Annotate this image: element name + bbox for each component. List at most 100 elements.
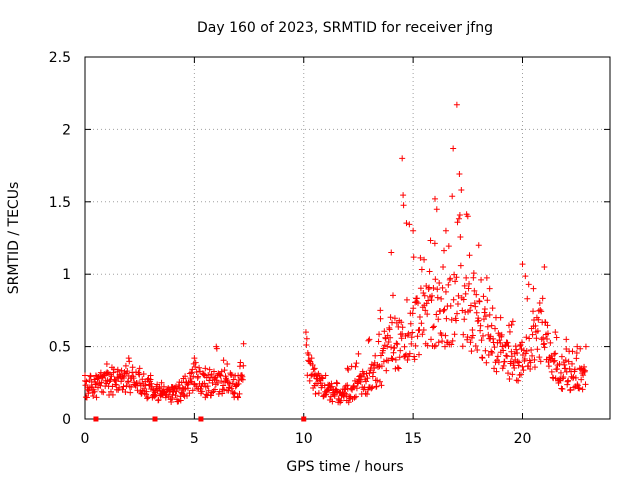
data-point — [441, 306, 448, 313]
data-point — [403, 296, 410, 303]
data-point — [98, 388, 105, 395]
data-point — [501, 358, 508, 365]
data-point — [305, 351, 312, 358]
data-point — [399, 330, 406, 337]
data-point — [228, 385, 235, 392]
data-point — [325, 387, 332, 394]
data-point — [193, 368, 200, 375]
data-point — [506, 328, 513, 335]
data-point — [462, 290, 469, 297]
data-point — [582, 367, 589, 374]
y-axis-label: SRMTID / TECUs — [6, 182, 22, 295]
data-point — [409, 329, 416, 336]
data-point — [569, 348, 576, 355]
data-point — [553, 334, 560, 341]
data-point — [349, 386, 356, 393]
data-point — [333, 379, 340, 386]
data-point — [434, 294, 441, 301]
data-point — [482, 313, 489, 320]
data-point — [504, 339, 511, 346]
data-point — [409, 310, 416, 317]
data-point — [439, 338, 446, 345]
data-point — [533, 335, 540, 342]
data-point — [394, 341, 401, 348]
data-point — [192, 359, 199, 366]
data-point — [83, 394, 90, 401]
data-point — [515, 377, 522, 384]
data-point — [479, 355, 486, 362]
data-point — [508, 321, 515, 328]
data-point — [481, 305, 488, 312]
x-axis-label: GPS time / hours — [286, 459, 403, 475]
data-point — [83, 378, 90, 385]
data-point — [169, 384, 176, 391]
data-point — [100, 389, 107, 396]
data-point — [483, 274, 490, 281]
x-tick-label: 15 — [404, 431, 422, 447]
data-point — [160, 383, 167, 390]
data-point — [541, 263, 548, 270]
data-point — [205, 387, 212, 394]
data-point — [571, 366, 578, 373]
data-point — [91, 388, 98, 395]
data-point — [526, 335, 533, 342]
data-point — [428, 336, 435, 343]
data-point — [376, 331, 383, 338]
data-point — [423, 300, 430, 307]
data-point — [491, 365, 498, 372]
data-point — [454, 301, 461, 308]
data-point — [125, 378, 132, 385]
data-point — [567, 386, 574, 393]
data-point — [410, 254, 417, 261]
data-point — [406, 221, 413, 228]
data-point — [240, 340, 247, 347]
data-point — [457, 233, 464, 240]
data-point — [165, 393, 172, 400]
zero-point — [198, 416, 204, 422]
data-point — [531, 356, 538, 363]
data-point — [235, 394, 242, 401]
data-point — [353, 360, 360, 367]
data-point — [576, 385, 583, 392]
data-point — [303, 342, 310, 349]
data-point — [399, 324, 406, 331]
data-point — [377, 352, 384, 359]
data-point — [552, 350, 559, 357]
data-point — [410, 227, 417, 234]
data-point — [486, 311, 493, 318]
data-point — [534, 328, 541, 335]
data-point — [389, 355, 396, 362]
data-point — [189, 387, 196, 394]
data-point — [485, 352, 492, 359]
data-point — [467, 339, 474, 346]
data-point — [429, 324, 436, 331]
data-point — [463, 274, 470, 281]
data-point — [230, 376, 237, 383]
data-point — [196, 364, 203, 371]
data-point — [109, 391, 116, 398]
data-point — [510, 359, 517, 366]
data-point — [482, 347, 489, 354]
data-point — [418, 266, 425, 273]
data-point — [552, 329, 559, 336]
data-point — [498, 331, 505, 338]
data-point — [344, 365, 351, 372]
data-point — [365, 337, 372, 344]
data-point — [303, 335, 310, 342]
data-point — [195, 373, 202, 380]
data-point — [136, 371, 143, 378]
data-point — [484, 297, 491, 304]
data-point — [538, 308, 545, 315]
data-point — [318, 374, 325, 381]
data-point — [322, 372, 329, 379]
data-point — [524, 295, 531, 302]
data-point — [352, 363, 359, 370]
data-point — [338, 397, 345, 404]
data-point — [345, 366, 352, 373]
data-point — [424, 311, 431, 318]
data-point — [417, 285, 424, 292]
y-tick-label: 0 — [62, 412, 71, 428]
data-point — [369, 384, 376, 391]
data-point — [558, 385, 565, 392]
data-point — [123, 382, 130, 389]
